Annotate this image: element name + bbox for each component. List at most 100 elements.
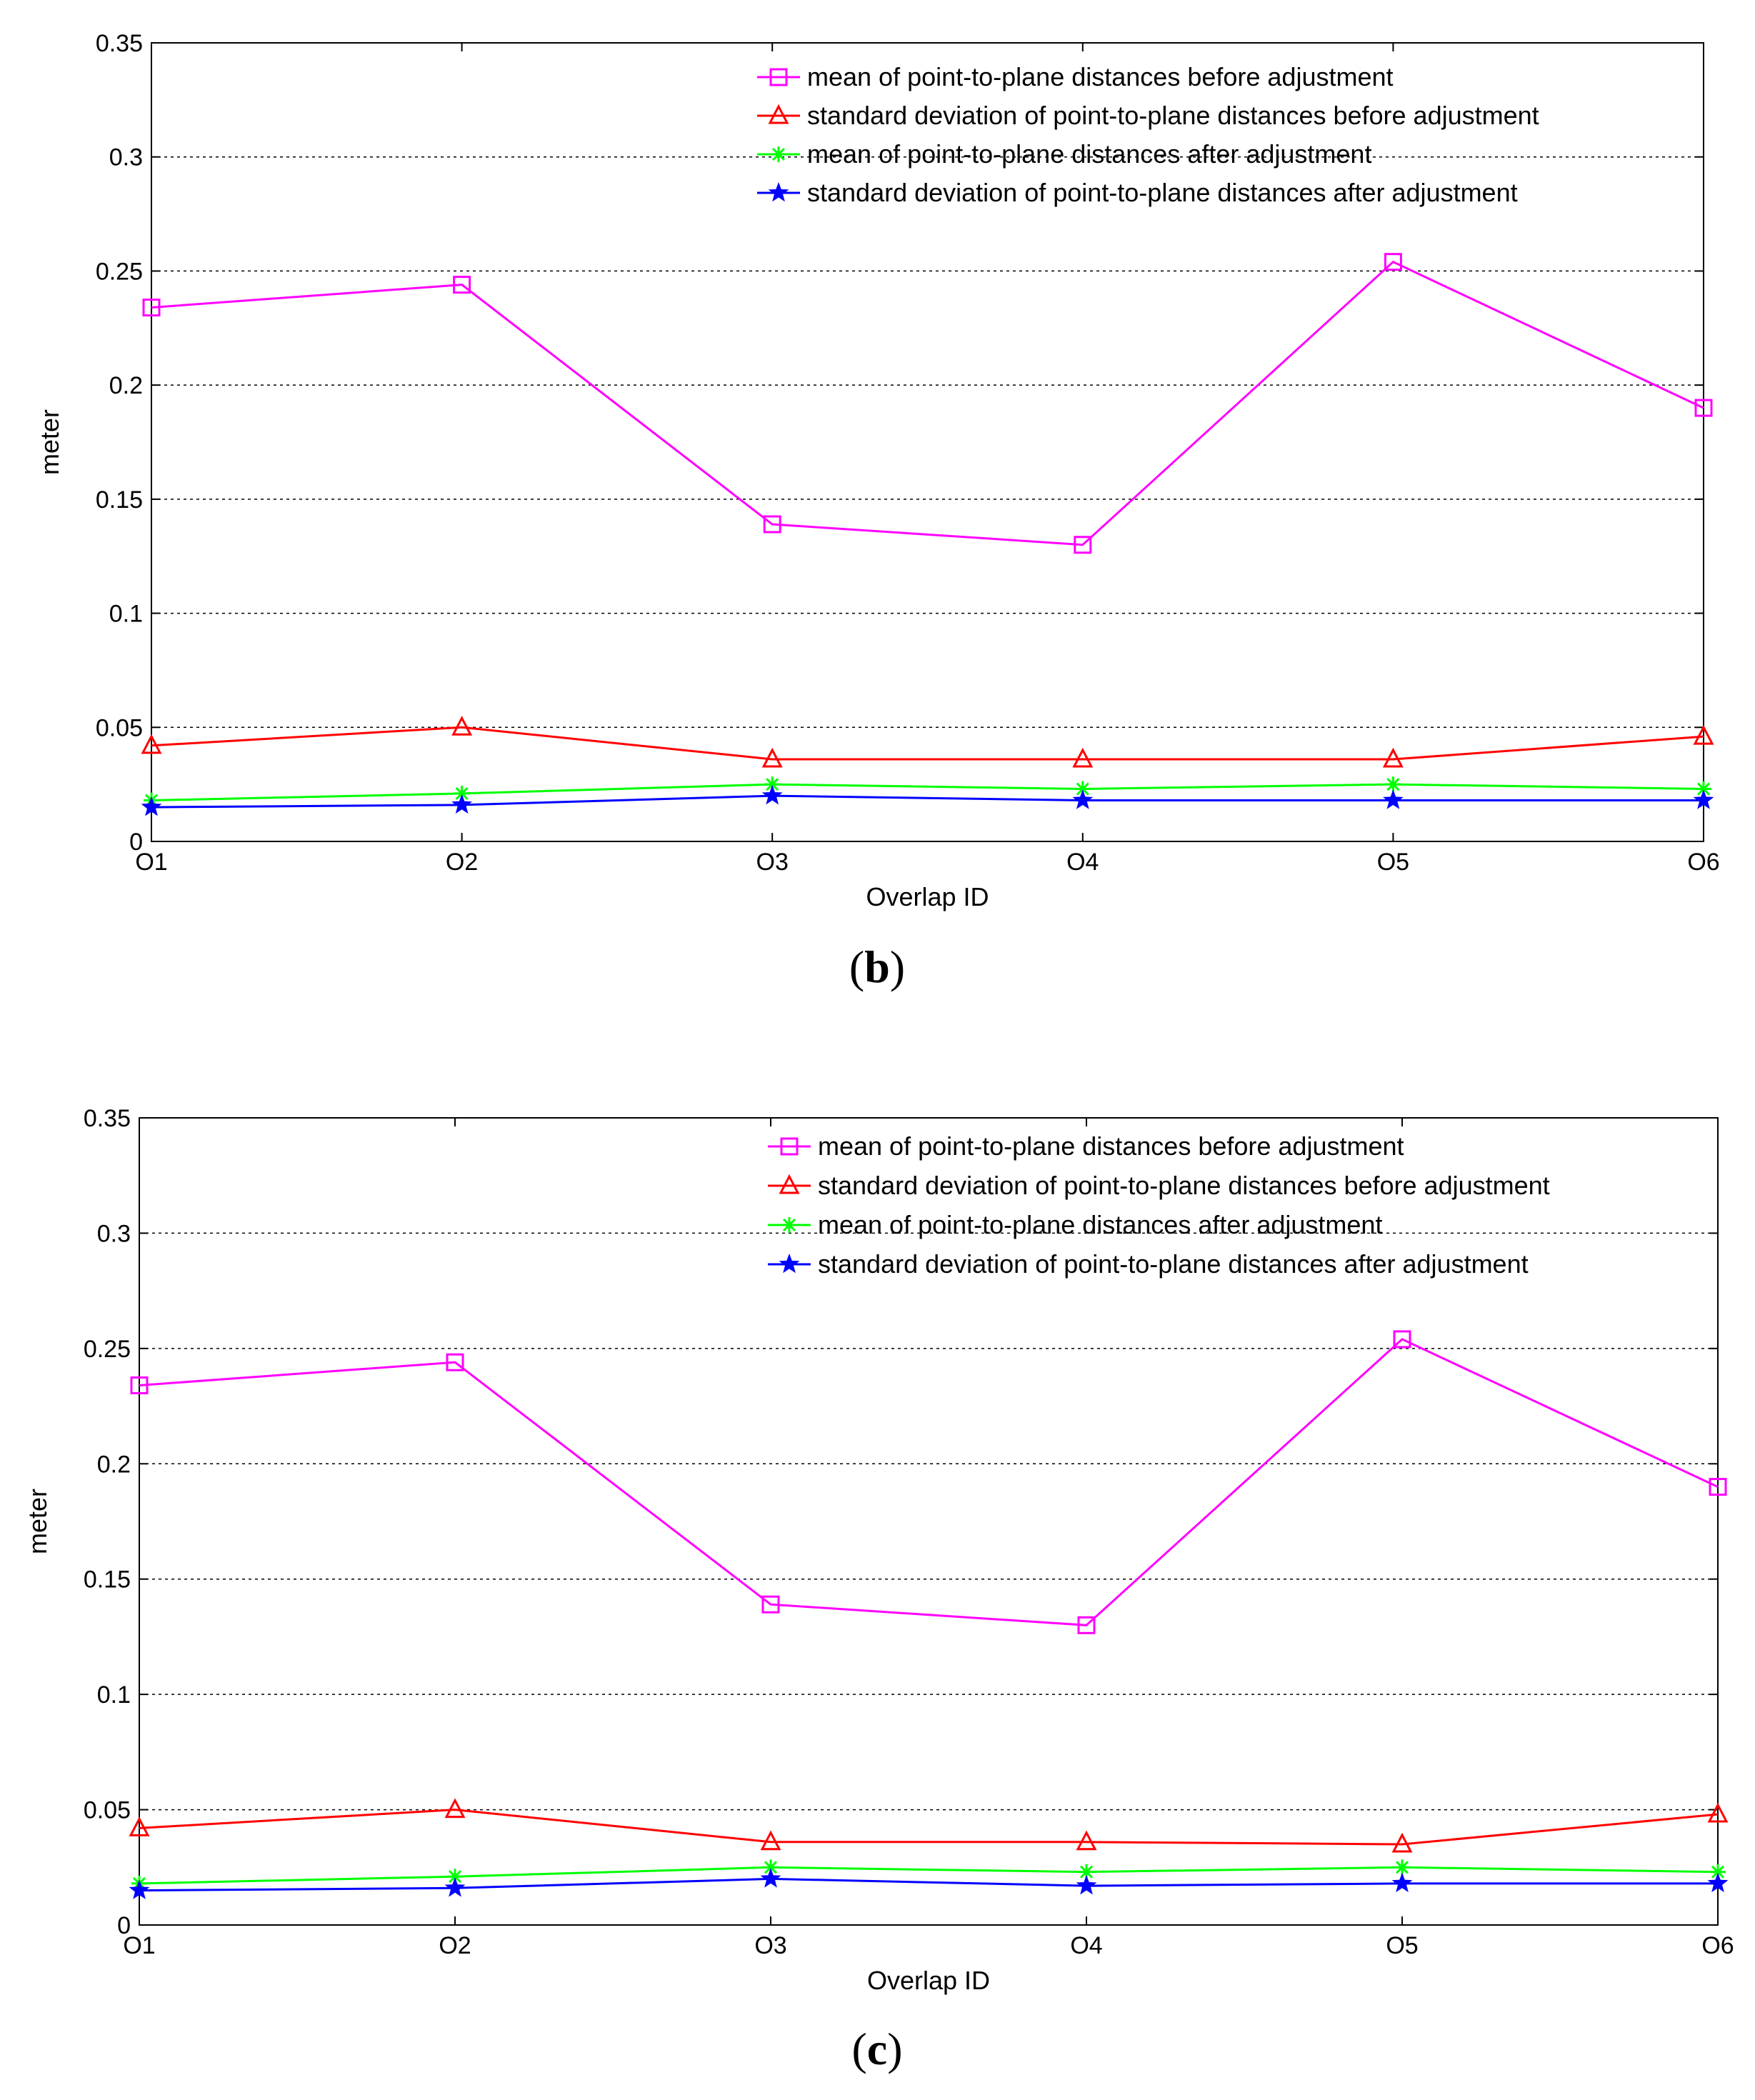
x-tick-label: O6: [1687, 849, 1719, 876]
y-tick-label: 0.1: [109, 601, 143, 628]
legend-marker: [780, 1137, 799, 1156]
data-point: [1696, 781, 1711, 797]
data-point: [1076, 1830, 1097, 1851]
y-tick-label: 0.15: [84, 1566, 131, 1594]
legend-marker: [771, 146, 786, 162]
figure-caption: (c): [851, 2024, 902, 2074]
data-point: [451, 794, 473, 814]
plot-area: [139, 1117, 1719, 1926]
chart-panel-b: 0 0.05 0.1 0.15 0.2 0.25 0.3 0.35 O1 O2 O3 O4 O5 O6 Ov…: [0, 0, 1755, 1043]
x-tick-label: O4: [1066, 849, 1099, 876]
data-point: [1707, 1802, 1729, 1823]
data-point: [453, 276, 471, 294]
series-1: [130, 1330, 1727, 1634]
legend-marker: [768, 181, 789, 202]
data-point: [1384, 253, 1402, 271]
data-point: [761, 784, 783, 805]
data-point: [444, 1798, 466, 1819]
data-point: [1707, 1872, 1729, 1893]
data-point: [761, 747, 783, 768]
legend-marker: [781, 1217, 797, 1233]
x-tick-label: O3: [756, 849, 789, 876]
data-point: [1693, 789, 1714, 809]
legend-marker: [779, 1174, 800, 1194]
series-line: [139, 1866, 1719, 1885]
series-line: [139, 1809, 1719, 1846]
y-tick-label: 0.3: [97, 1220, 131, 1247]
data-point: [763, 1859, 779, 1876]
x-tick-label: O1: [135, 849, 167, 876]
data-point: [1382, 789, 1404, 809]
x-tick-label: O4: [1070, 1932, 1102, 1959]
data-point: [1079, 1864, 1094, 1880]
series-line: [151, 794, 1704, 809]
x-axis-label: Overlap ID: [867, 1966, 990, 1995]
series-line: [151, 783, 1704, 801]
data-point: [761, 1595, 780, 1614]
x-tick-label: O3: [754, 1932, 786, 1959]
data-point: [1393, 1330, 1411, 1349]
x-tick-label: O2: [439, 1932, 471, 1959]
figure-caption: (b): [849, 941, 905, 992]
series-line: [151, 260, 1704, 546]
data-point: [1391, 1832, 1413, 1853]
legend: mean of point-to-plane distances before …: [768, 1131, 1550, 1279]
data-point: [444, 1877, 466, 1897]
y-tick-label: 0.35: [84, 1105, 131, 1132]
x-tick-label: O2: [446, 849, 478, 876]
legend-marker: [769, 68, 788, 86]
legend-label: mean of point-to-plane distances before …: [818, 1131, 1404, 1161]
data-point: [1710, 1864, 1726, 1880]
data-point: [1074, 781, 1091, 797]
data-point: [141, 796, 162, 816]
line-chart-b: 0 0.05 0.1 0.15 0.2 0.25 0.3 0.35 O1 O2 O3 O4 O5 O6 Ov…: [35, 30, 1720, 992]
data-point: [1693, 724, 1714, 745]
plot-area: [151, 42, 1704, 842]
legend-label: standard deviation of point-to-plane dis…: [807, 101, 1539, 130]
legend-label: standard deviation of point-to-plane dis…: [807, 178, 1518, 207]
series-3: [144, 776, 1711, 809]
data-point: [451, 716, 473, 736]
data-point: [1074, 536, 1092, 554]
series-2: [141, 716, 1714, 768]
series-line: [139, 1338, 1719, 1626]
data-point: [1394, 1859, 1410, 1876]
data-point: [129, 1816, 150, 1836]
series-4: [141, 784, 1714, 816]
data-point: [760, 1868, 781, 1888]
legend-marker: [768, 104, 789, 124]
data-point: [1709, 1478, 1727, 1496]
x-tick-label: O5: [1386, 1932, 1418, 1959]
y-tick-label: 0: [117, 1912, 131, 1939]
y-tick-label: 0.2: [109, 372, 143, 399]
data-point: [141, 734, 162, 754]
series-line: [139, 1877, 1718, 1892]
series-line: [151, 726, 1704, 761]
line-chart-c: 0 0.05 0.1 0.15 0.2 0.25 0.3 0.35 O1 O2 O3 O4 O5 O6 Ov…: [23, 1105, 1734, 2074]
data-point: [142, 299, 161, 317]
series-2: [129, 1798, 1729, 1853]
y-tick-label: 0.05: [96, 714, 143, 741]
y-tick-label: 0.15: [96, 486, 143, 514]
data-point: [1385, 776, 1401, 793]
legend-label: standard deviation of point-to-plane dis…: [818, 1249, 1529, 1279]
data-point: [1391, 1872, 1413, 1893]
legend: mean of point-to-plane distances before …: [757, 62, 1539, 207]
y-tick-label: 0: [129, 829, 143, 856]
series-4: [129, 1868, 1729, 1899]
y-tick-label: 0.35: [96, 30, 143, 57]
data-point: [447, 1869, 463, 1885]
data-point: [1072, 747, 1094, 768]
x-tick-label: O6: [1701, 1932, 1734, 1959]
legend-label: mean of point-to-plane distances after a…: [818, 1210, 1382, 1239]
y-axis-label: meter: [23, 1489, 52, 1554]
x-tick-label: O5: [1377, 849, 1409, 876]
data-point: [763, 515, 781, 534]
y-tick-label: 0.3: [109, 144, 143, 171]
data-point: [764, 776, 781, 793]
y-tick-label: 0.2: [97, 1451, 131, 1478]
legend-label: mean of point-to-plane distances after a…: [807, 139, 1371, 169]
legend-label: standard deviation of point-to-plane dis…: [818, 1171, 1550, 1200]
data-point: [129, 1879, 150, 1899]
legend-marker: [779, 1253, 800, 1274]
